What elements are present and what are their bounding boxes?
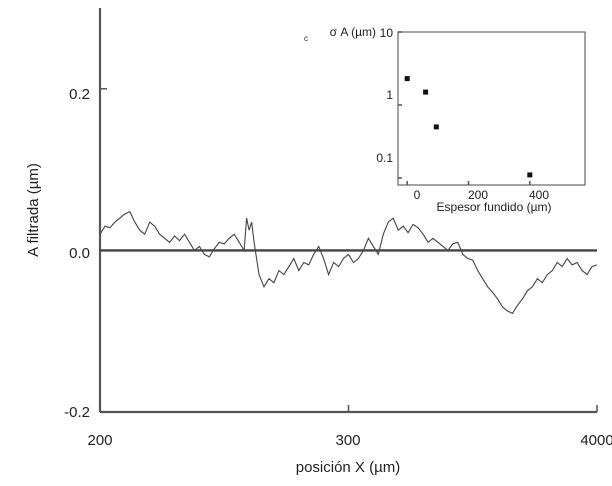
inset-x-axis-title: Espesor fundido (µm) [437,200,552,214]
inset-y-tick-label-1: 1 [386,88,393,102]
inset-data-point-1 [423,89,429,95]
inset-y-tick-label-2: 10 [380,26,394,40]
inset-x-tick-label-1: 200 [468,188,488,202]
inset-data-point-2 [433,124,439,130]
inset-y-axis-title-main: σ A (µm) [330,25,376,39]
main-y-tick-label-0: -0.2 [64,404,90,421]
main-y-tick-label-1: 0.0 [69,245,90,262]
inset-y-axis-subscript: c [304,34,308,43]
inset-data-point-0 [404,76,410,82]
signal-series-line [99,210,598,315]
main-x-tick-label-0: 200 [87,432,112,449]
inset-data-point-3 [527,172,533,178]
main-y-tick-label-2: 0.2 [69,86,90,103]
inset-frame [397,31,586,186]
main-y-axis-title: A filtrada (µm) [25,163,42,257]
inset-y-axis-title: σ A (µm) [330,25,376,39]
inset-x-tick-label-0: 0 [414,188,421,202]
main-x-axis-title: posición X (µm) [296,459,401,476]
inset-x-tick-label-2: 400 [529,188,549,202]
main-x-tick-label-1: 300 [335,432,360,449]
main-x-tick-label-2: 4000 [580,432,612,449]
inset-y-tick-label-0: 0.1 [376,151,393,165]
